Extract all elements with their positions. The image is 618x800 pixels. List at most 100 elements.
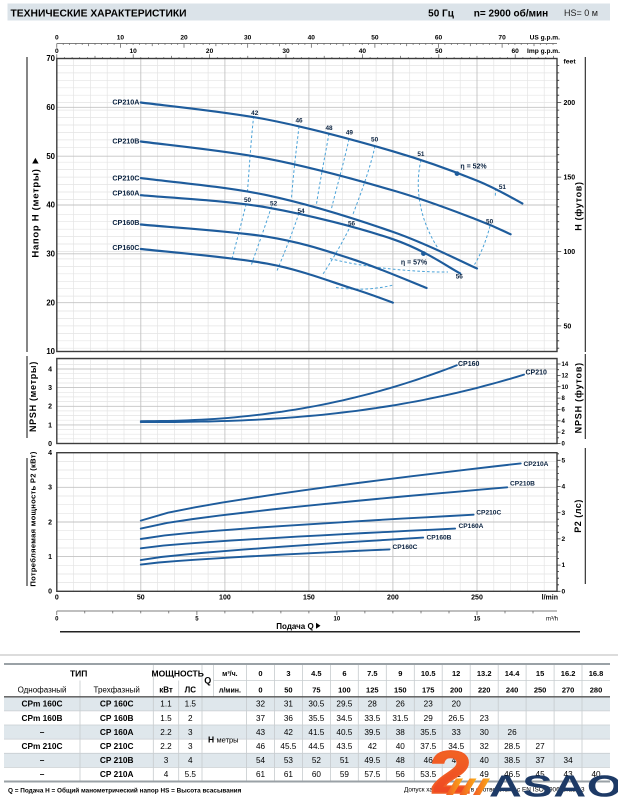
svg-text:60: 60	[512, 48, 520, 55]
svg-text:175: 175	[422, 685, 435, 694]
svg-text:US g.p.m.: US g.p.m.	[530, 35, 561, 42]
svg-text:33.5: 33.5	[364, 714, 380, 723]
svg-text:70: 70	[46, 54, 55, 63]
svg-text:CP210C: CP210C	[112, 173, 139, 182]
svg-text:28: 28	[368, 700, 378, 709]
svg-text:56: 56	[348, 220, 356, 227]
svg-text:46: 46	[256, 742, 266, 751]
svg-text:5: 5	[195, 617, 199, 623]
svg-text:Q: Q	[204, 676, 211, 686]
svg-text:4: 4	[48, 450, 52, 457]
svg-text:13.2: 13.2	[477, 669, 492, 678]
svg-text:NPSH (метры): NPSH (метры)	[28, 361, 38, 432]
svg-text:ТЕХНИЧЕСКИЕ ХАРАКТЕРИСТИКИ: ТЕХНИЧЕСКИЕ ХАРАКТЕРИСТИКИ	[11, 8, 187, 19]
svg-text:4: 4	[562, 484, 566, 491]
svg-text:–: –	[40, 755, 45, 765]
svg-text:37.5: 37.5	[420, 742, 436, 751]
svg-text:CP210A: CP210A	[112, 98, 139, 107]
svg-text:1.5: 1.5	[160, 714, 172, 723]
svg-text:CP 210A: CP 210A	[100, 769, 134, 779]
svg-text:5: 5	[562, 457, 566, 464]
svg-text:23: 23	[424, 700, 434, 709]
svg-text:51: 51	[452, 770, 462, 779]
svg-text:Допуск характеристик в соответ: Допуск характеристик в соответствии с EN…	[404, 787, 585, 794]
svg-text:220: 220	[478, 685, 491, 694]
svg-text:4.5: 4.5	[311, 669, 321, 678]
svg-text:46: 46	[424, 756, 434, 765]
svg-text:CPm 160C: CPm 160C	[21, 699, 62, 709]
svg-text:150: 150	[303, 594, 315, 601]
svg-text:43: 43	[452, 756, 462, 765]
svg-text:40.5: 40.5	[336, 728, 352, 737]
svg-text:56: 56	[456, 273, 464, 280]
svg-text:3: 3	[48, 385, 52, 392]
svg-text:60: 60	[312, 770, 322, 779]
svg-text:37: 37	[256, 714, 266, 723]
svg-text:ASAO: ASAO	[489, 770, 618, 800]
svg-text:20: 20	[180, 35, 188, 42]
svg-text:40: 40	[480, 756, 490, 765]
svg-text:2.2: 2.2	[160, 742, 172, 751]
svg-text:CP160C: CP160C	[112, 243, 139, 252]
svg-text:39.5: 39.5	[364, 728, 380, 737]
svg-text:51: 51	[340, 756, 350, 765]
svg-text:150: 150	[564, 175, 576, 182]
svg-text:28.5: 28.5	[504, 742, 520, 751]
svg-text:0: 0	[55, 617, 59, 623]
svg-text:CP210A: CP210A	[524, 461, 549, 468]
svg-text:42: 42	[284, 728, 294, 737]
svg-text:57.5: 57.5	[364, 770, 380, 779]
svg-text:10: 10	[130, 48, 138, 55]
svg-text:n= 2900 об/мин: n= 2900 об/мин	[474, 7, 548, 19]
svg-text:52: 52	[312, 756, 322, 765]
svg-text:43: 43	[564, 770, 574, 779]
svg-text:20: 20	[46, 298, 55, 307]
svg-text:23: 23	[480, 714, 490, 723]
svg-text:Imp g.p.m.: Imp g.p.m.	[527, 48, 560, 55]
svg-text:32: 32	[256, 700, 266, 709]
svg-text:CP160C: CP160C	[393, 544, 418, 551]
svg-text:метры: метры	[217, 736, 239, 745]
svg-text:m³/h: m³/h	[546, 617, 558, 623]
svg-text:1: 1	[48, 554, 52, 561]
svg-text:40: 40	[308, 35, 316, 42]
svg-text:34.5: 34.5	[448, 742, 464, 751]
svg-text:270: 270	[562, 685, 575, 694]
svg-text:10.5: 10.5	[421, 669, 436, 678]
svg-text:43: 43	[256, 728, 266, 737]
svg-text:48: 48	[325, 125, 333, 132]
svg-text:40: 40	[359, 48, 367, 55]
svg-text:50: 50	[46, 152, 55, 161]
svg-text:0: 0	[55, 35, 59, 42]
svg-text:40: 40	[591, 770, 601, 779]
svg-text:30.5: 30.5	[308, 700, 324, 709]
svg-text:100: 100	[564, 249, 576, 256]
svg-text:1.5: 1.5	[185, 700, 197, 709]
svg-text:CP210C: CP210C	[476, 509, 501, 516]
svg-text:3: 3	[562, 510, 566, 517]
svg-text:Q = Подача H = Общий маномет: Q = Подача H = Общий манометрический нап…	[8, 787, 242, 795]
svg-text:0: 0	[48, 441, 52, 448]
svg-text:–: –	[40, 727, 45, 737]
svg-text:CP160A: CP160A	[112, 189, 139, 198]
svg-text:м³/ч.: м³/ч.	[222, 671, 238, 678]
svg-text:12: 12	[562, 374, 569, 380]
svg-text:100: 100	[338, 685, 351, 694]
svg-text:200: 200	[450, 685, 463, 694]
svg-text:0: 0	[562, 588, 566, 595]
svg-text:32: 32	[480, 742, 490, 751]
svg-text:250: 250	[471, 594, 483, 601]
svg-text:0: 0	[258, 669, 262, 678]
svg-text:16.2: 16.2	[561, 669, 576, 678]
svg-text:50: 50	[371, 35, 379, 42]
svg-text:61: 61	[284, 770, 294, 779]
svg-text:43.5: 43.5	[336, 742, 352, 751]
svg-text:Подача Q: Подача Q	[276, 622, 313, 631]
svg-text:H: H	[208, 735, 214, 745]
svg-text:0: 0	[562, 442, 566, 448]
svg-text:46: 46	[295, 118, 303, 125]
svg-text:12: 12	[452, 669, 460, 678]
svg-text:0: 0	[55, 48, 59, 55]
svg-text:30: 30	[46, 249, 55, 258]
svg-text:40: 40	[46, 201, 55, 210]
